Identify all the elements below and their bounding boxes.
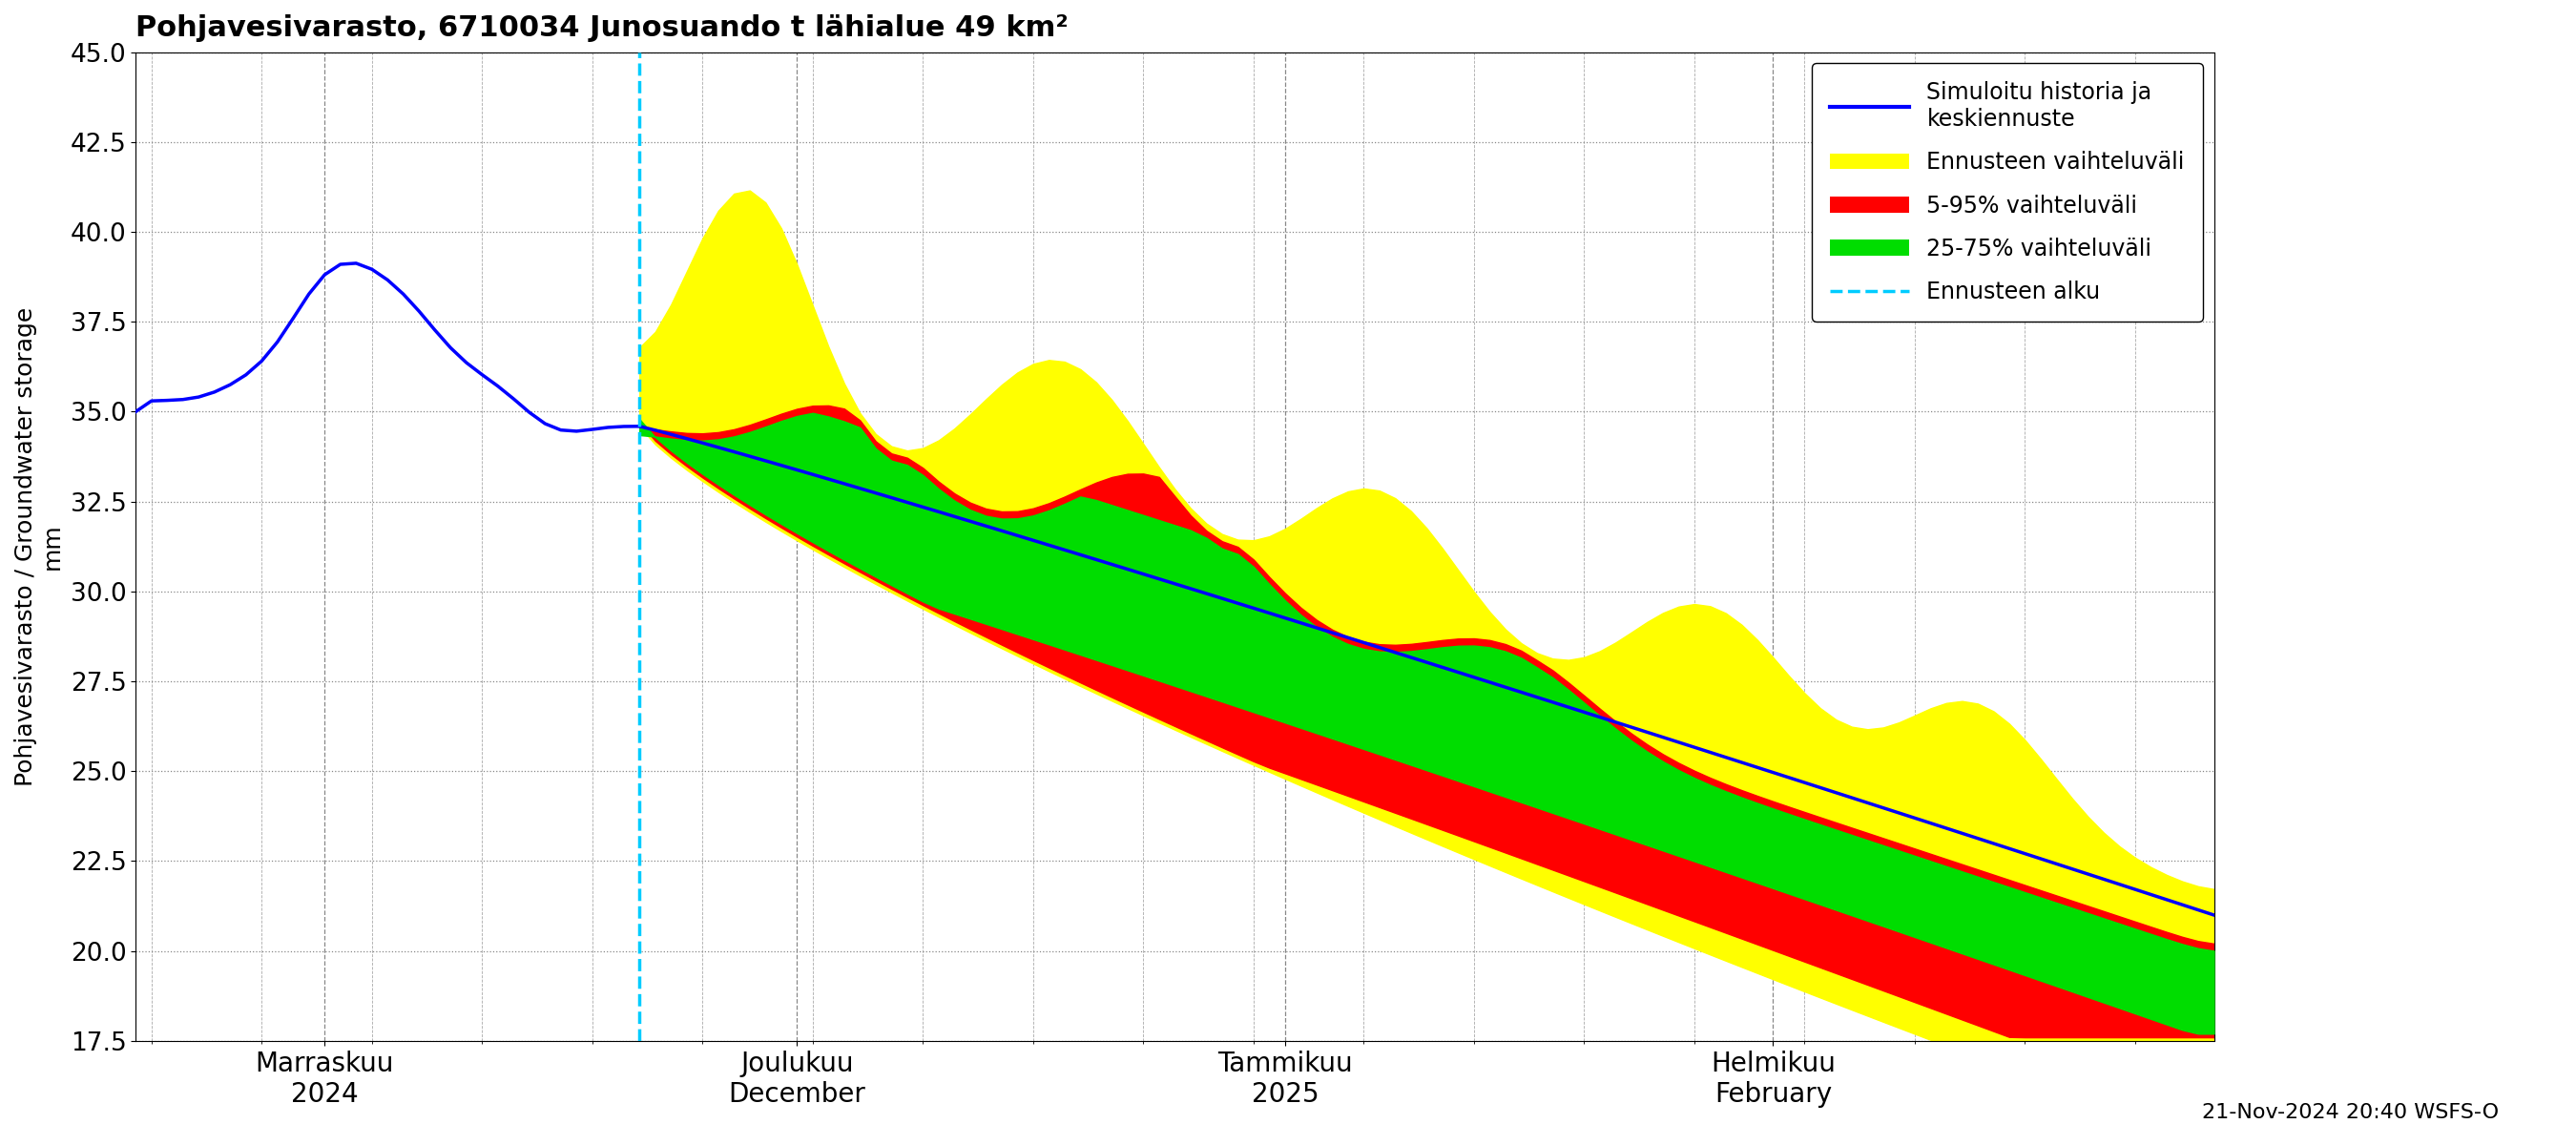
Text: Pohjavesivarasto, 6710034 Junosuando t lähialue 49 km²: Pohjavesivarasto, 6710034 Junosuando t l… — [137, 14, 1069, 42]
Y-axis label: Pohjavesivarasto / Groundwater storage
mm: Pohjavesivarasto / Groundwater storage m… — [15, 307, 64, 787]
Text: 21-Nov-2024 20:40 WSFS-O: 21-Nov-2024 20:40 WSFS-O — [2202, 1103, 2499, 1122]
Legend: Simuloitu historia ja
keskiennuste, Ennusteen vaihteluväli, 5-95% vaihteluväli, : Simuloitu historia ja keskiennuste, Ennu… — [1811, 63, 2202, 322]
